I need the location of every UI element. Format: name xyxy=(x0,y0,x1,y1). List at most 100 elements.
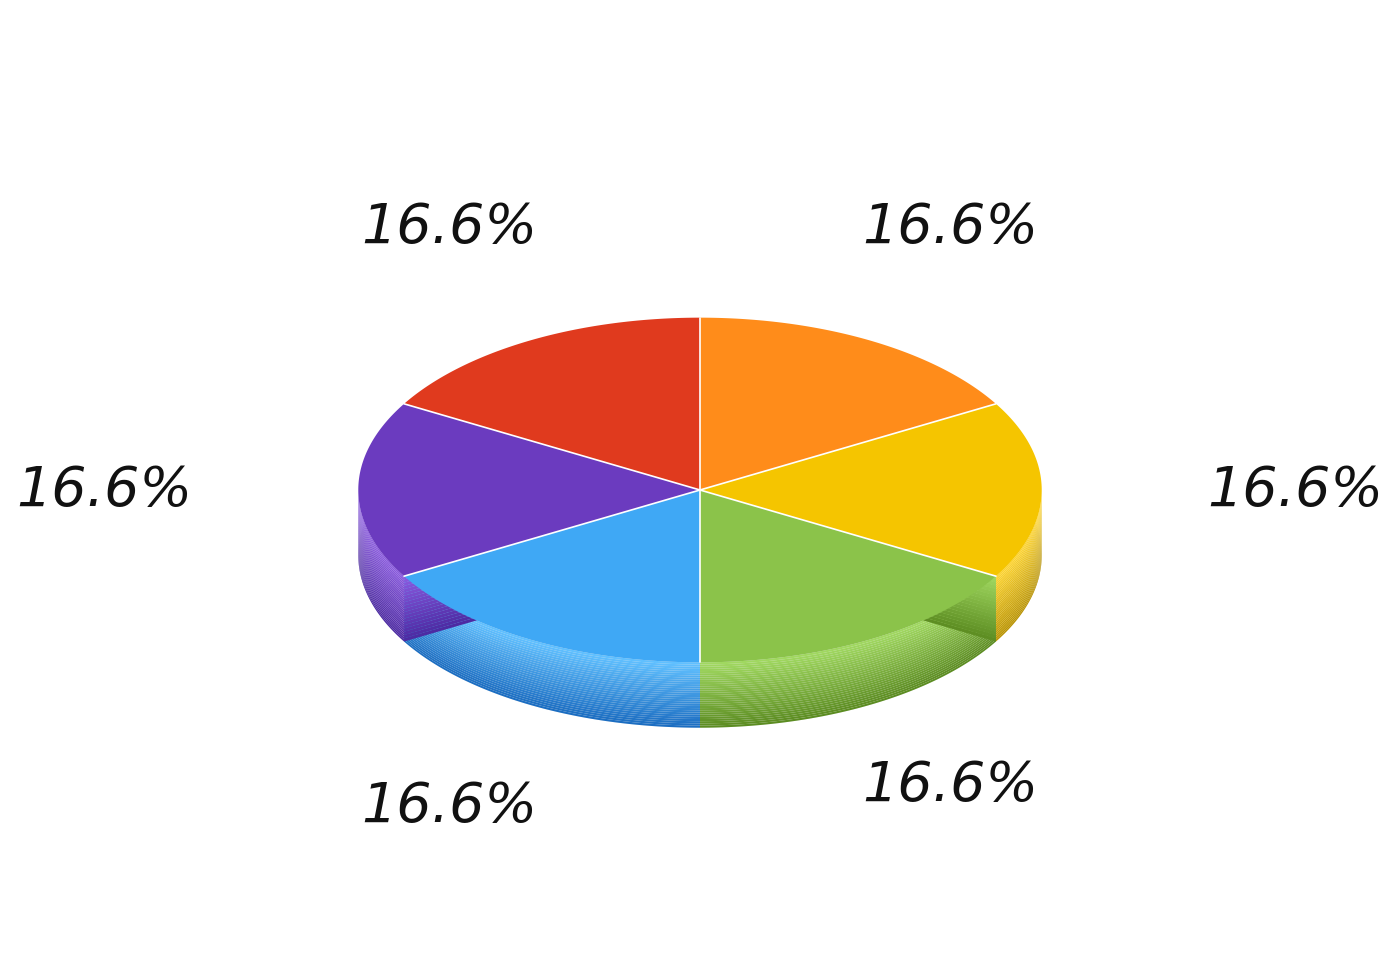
Polygon shape xyxy=(995,532,1042,619)
Polygon shape xyxy=(358,517,405,605)
Polygon shape xyxy=(700,624,995,712)
Polygon shape xyxy=(358,502,405,589)
Polygon shape xyxy=(995,550,1042,637)
Polygon shape xyxy=(700,583,995,671)
Polygon shape xyxy=(405,542,700,632)
Polygon shape xyxy=(700,552,995,642)
Polygon shape xyxy=(995,491,1042,578)
Polygon shape xyxy=(358,521,405,609)
Polygon shape xyxy=(405,633,700,721)
Polygon shape xyxy=(995,513,1042,600)
Polygon shape xyxy=(700,612,995,700)
Polygon shape xyxy=(700,513,995,603)
Polygon shape xyxy=(700,549,995,638)
Polygon shape xyxy=(700,598,995,686)
Polygon shape xyxy=(405,522,700,612)
Polygon shape xyxy=(700,580,995,669)
Polygon shape xyxy=(995,524,1042,612)
Polygon shape xyxy=(358,493,405,580)
Polygon shape xyxy=(405,507,700,596)
Polygon shape xyxy=(700,613,995,702)
Polygon shape xyxy=(405,519,700,609)
Polygon shape xyxy=(700,542,995,632)
Polygon shape xyxy=(995,541,1042,628)
Polygon shape xyxy=(995,507,1042,594)
Polygon shape xyxy=(405,532,700,622)
Polygon shape xyxy=(405,635,700,723)
Polygon shape xyxy=(995,521,1042,609)
Polygon shape xyxy=(700,609,995,697)
Polygon shape xyxy=(358,532,405,619)
Text: 16.6%: 16.6% xyxy=(17,464,193,516)
Polygon shape xyxy=(358,541,405,628)
Polygon shape xyxy=(405,622,700,710)
Polygon shape xyxy=(405,493,700,583)
Polygon shape xyxy=(405,587,700,675)
Polygon shape xyxy=(700,404,1042,576)
Polygon shape xyxy=(405,598,700,686)
Polygon shape xyxy=(995,555,1042,642)
Polygon shape xyxy=(358,505,405,591)
Polygon shape xyxy=(405,605,700,693)
Polygon shape xyxy=(700,600,995,689)
Polygon shape xyxy=(358,509,405,596)
Polygon shape xyxy=(358,548,405,635)
Polygon shape xyxy=(405,580,700,669)
Polygon shape xyxy=(700,507,995,596)
Polygon shape xyxy=(405,529,700,618)
Polygon shape xyxy=(700,628,995,716)
Polygon shape xyxy=(405,603,700,691)
Polygon shape xyxy=(405,585,700,673)
Polygon shape xyxy=(700,526,995,615)
Polygon shape xyxy=(700,503,995,593)
Polygon shape xyxy=(700,490,995,579)
Polygon shape xyxy=(405,609,700,697)
Polygon shape xyxy=(995,509,1042,596)
Polygon shape xyxy=(405,612,700,700)
Polygon shape xyxy=(700,633,995,721)
Polygon shape xyxy=(358,546,405,633)
Polygon shape xyxy=(700,493,995,583)
Polygon shape xyxy=(700,539,995,628)
Polygon shape xyxy=(700,536,995,625)
Polygon shape xyxy=(700,510,995,599)
Polygon shape xyxy=(358,513,405,600)
Polygon shape xyxy=(405,615,700,704)
Polygon shape xyxy=(700,596,995,684)
Polygon shape xyxy=(405,583,700,671)
Polygon shape xyxy=(700,522,995,612)
Polygon shape xyxy=(995,537,1042,624)
Polygon shape xyxy=(405,552,700,642)
Polygon shape xyxy=(995,539,1042,626)
Polygon shape xyxy=(700,576,995,664)
Polygon shape xyxy=(358,519,405,607)
Polygon shape xyxy=(358,552,405,639)
Polygon shape xyxy=(995,552,1042,639)
Polygon shape xyxy=(405,497,700,586)
Polygon shape xyxy=(995,519,1042,607)
Polygon shape xyxy=(700,500,995,589)
Polygon shape xyxy=(405,318,700,490)
Polygon shape xyxy=(700,589,995,677)
Polygon shape xyxy=(700,532,995,622)
Polygon shape xyxy=(405,637,700,725)
Polygon shape xyxy=(405,591,700,680)
Text: 16.6%: 16.6% xyxy=(862,759,1039,812)
Polygon shape xyxy=(405,624,700,712)
Polygon shape xyxy=(405,503,700,593)
Polygon shape xyxy=(700,622,995,710)
Polygon shape xyxy=(700,637,995,725)
Polygon shape xyxy=(405,500,700,589)
Polygon shape xyxy=(405,619,700,709)
Polygon shape xyxy=(405,613,700,702)
Polygon shape xyxy=(700,615,995,704)
Polygon shape xyxy=(405,628,700,716)
Text: 16.6%: 16.6% xyxy=(361,780,538,833)
Polygon shape xyxy=(995,515,1042,603)
Polygon shape xyxy=(995,526,1042,613)
Polygon shape xyxy=(358,528,405,615)
Polygon shape xyxy=(700,578,995,666)
Polygon shape xyxy=(358,530,405,617)
Polygon shape xyxy=(995,496,1042,583)
Polygon shape xyxy=(358,507,405,594)
